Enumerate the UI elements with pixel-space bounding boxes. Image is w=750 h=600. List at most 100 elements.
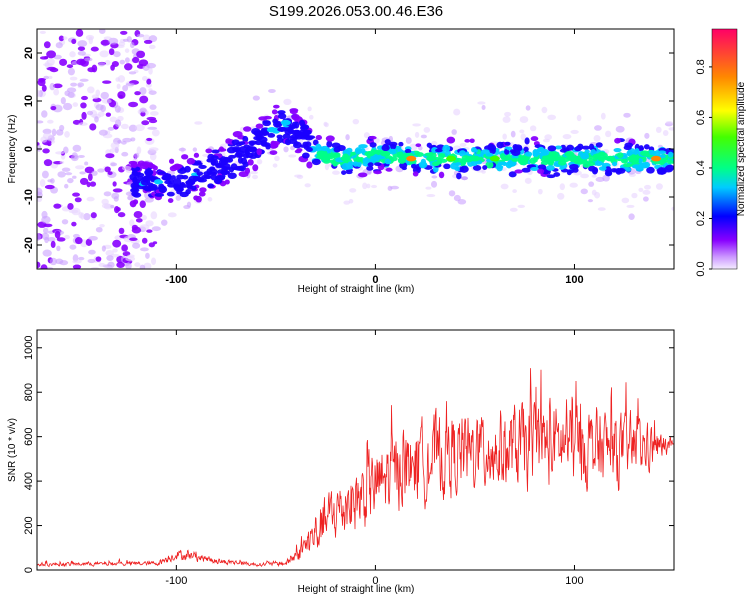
spectrogram-ridge-blob xyxy=(166,191,175,197)
spectrogram-noise-blob xyxy=(37,120,44,124)
spectrogram-noise-blob xyxy=(127,195,134,201)
spectrogram-noise-blob xyxy=(147,126,158,130)
spectrogram-ridge-blob xyxy=(130,161,138,169)
spectrogram-ridge-blob xyxy=(132,199,139,205)
spectrogram-noise-blob xyxy=(38,77,46,82)
spectrogram-ridge-blob xyxy=(325,135,335,142)
spectrogram-noise-blob xyxy=(139,87,147,95)
spectrogram-noise-blob xyxy=(103,191,112,197)
spectrogram-scatter-blob xyxy=(655,126,662,134)
spectrogram-noise-blob xyxy=(139,95,149,104)
spectrogram-scatter-blob xyxy=(252,174,259,180)
spectrogram-ridge-blob xyxy=(168,158,175,164)
spectrogram-noise-blob xyxy=(134,124,145,132)
spectrogram-ridge-blob xyxy=(333,146,341,153)
spectrogram-ridge-blob xyxy=(532,149,539,157)
spectrogram-noise-blob xyxy=(68,209,79,214)
spectrogram-scatter-blob xyxy=(642,196,649,202)
spectrogram-ridge-blob xyxy=(415,152,424,157)
spectrogram-ridge-blob xyxy=(170,175,176,180)
spectrogram-ridge-blob xyxy=(621,158,628,164)
spectrogram-scatter-blob xyxy=(431,175,438,179)
spectrogram-scatter-blob xyxy=(504,111,512,117)
spectrogram-noise-blob xyxy=(50,240,56,248)
spectrogram-ridge-blob xyxy=(539,151,550,156)
snr-frame xyxy=(36,329,675,571)
spectrogram-ridge-blob xyxy=(255,123,264,129)
spectrogram-noise-blob xyxy=(112,188,123,193)
spectrogram-noise-blob xyxy=(39,179,46,187)
spectrogram-scatter-blob xyxy=(307,106,312,112)
snr-plot-area xyxy=(37,368,674,568)
spectrogram-noise-blob xyxy=(59,124,65,132)
spectrogram-noise-blob xyxy=(134,91,141,96)
spectrogram-noise-blob xyxy=(142,34,151,42)
spectrogram-noise-blob xyxy=(84,57,93,62)
colorbar: 0.0 0.2 0.4 0.6 0.8 Normalized spectral ampl… xyxy=(695,28,747,277)
colorbar-tick-label: 0.8 xyxy=(695,59,707,74)
spectrogram-ridge-blob xyxy=(180,184,189,188)
spectrogram-ridge-blob xyxy=(536,147,546,153)
spectrogram-noise-blob xyxy=(59,160,65,164)
spectrogram-noise-blob xyxy=(63,146,69,154)
spectrogram-ridge-blob xyxy=(243,126,252,132)
spectrogram-scatter-blob xyxy=(345,134,350,141)
spectrogram-noise-blob xyxy=(113,196,119,202)
spectrogram-noise-blob xyxy=(105,112,112,117)
spectrogram-ridge-blob xyxy=(456,172,462,180)
spectrogram-noise-blob xyxy=(74,197,82,203)
spectrogram-noise-blob xyxy=(118,227,125,235)
spectrogram-scatter-blob xyxy=(570,129,579,134)
spectrogram-scatter-blob xyxy=(541,106,548,114)
spectrogram-scatter-blob xyxy=(557,192,565,200)
spectrogram-noise-blob xyxy=(86,196,95,202)
spectrogram-ridge-blob xyxy=(362,158,369,164)
spectrogram-y-tick-label: -10 xyxy=(23,189,35,205)
spectrogram-noise-blob xyxy=(141,215,147,221)
spectrogram-scatter-blob xyxy=(547,114,557,121)
spectrogram-ridge-blob xyxy=(472,164,482,171)
spectrogram-noise-blob xyxy=(125,262,132,269)
spectrogram-noise-blob xyxy=(144,191,150,199)
spectrogram-noise-blob xyxy=(81,111,87,120)
spectrogram-noise-blob xyxy=(48,75,53,80)
spectrogram-ridge-blob xyxy=(420,158,427,165)
spectrogram-noise-blob xyxy=(152,241,158,245)
spectrogram-noise-blob xyxy=(101,245,106,252)
spectrogram-ridge-blob xyxy=(643,144,650,150)
spectrogram-ridge-blob xyxy=(167,182,176,188)
spectrogram-scatter-blob xyxy=(457,199,467,205)
spectrogram-noise-blob xyxy=(108,48,115,56)
spectrogram-noise-blob xyxy=(59,58,68,66)
spectrogram-noise-blob xyxy=(41,110,48,118)
spectrogram-ridge-blob xyxy=(341,170,347,175)
spectrogram-scatter-blob xyxy=(580,173,589,179)
chart-title: S199.2026.053.00.46.E36 xyxy=(269,3,443,20)
spectrogram-noise-blob xyxy=(77,82,85,88)
spectrogram-noise-blob xyxy=(37,261,41,269)
spectrogram-scatter-blob xyxy=(418,145,423,151)
spectrogram-noise-blob xyxy=(66,87,77,93)
spectrogram-ridge-blob xyxy=(356,160,362,168)
spectrogram-ridge-blob xyxy=(667,151,674,158)
spectrogram-peak-blob xyxy=(605,155,616,162)
spectrogram-ridge-blob xyxy=(454,162,462,166)
spectrogram-ridge-blob xyxy=(207,153,215,161)
spectrogram-scatter-blob xyxy=(597,207,606,211)
spectrogram-peak-blob xyxy=(215,175,226,181)
spectrogram-noise-blob xyxy=(69,244,77,250)
spectrogram-noise-blob xyxy=(72,192,80,197)
spectrogram-ridge-blob xyxy=(209,167,216,171)
spectrogram-scatter-blob xyxy=(544,134,552,141)
spectrogram-ridge-blob xyxy=(482,165,488,170)
spectrogram-scatter-blob xyxy=(509,207,518,212)
spectrogram-scatter-blob xyxy=(283,146,289,153)
spectrogram-peak-blob xyxy=(426,155,437,162)
spectrogram-scatter-blob xyxy=(307,156,313,164)
spectrogram-noise-blob xyxy=(54,230,61,239)
spectrogram-scatter-blob xyxy=(519,129,525,134)
spectrogram-ridge-blob xyxy=(624,142,634,148)
spectrogram-noise-blob xyxy=(67,202,74,210)
spectrogram-noise-blob xyxy=(114,119,122,128)
spectrogram-scatter-blob xyxy=(512,189,517,194)
